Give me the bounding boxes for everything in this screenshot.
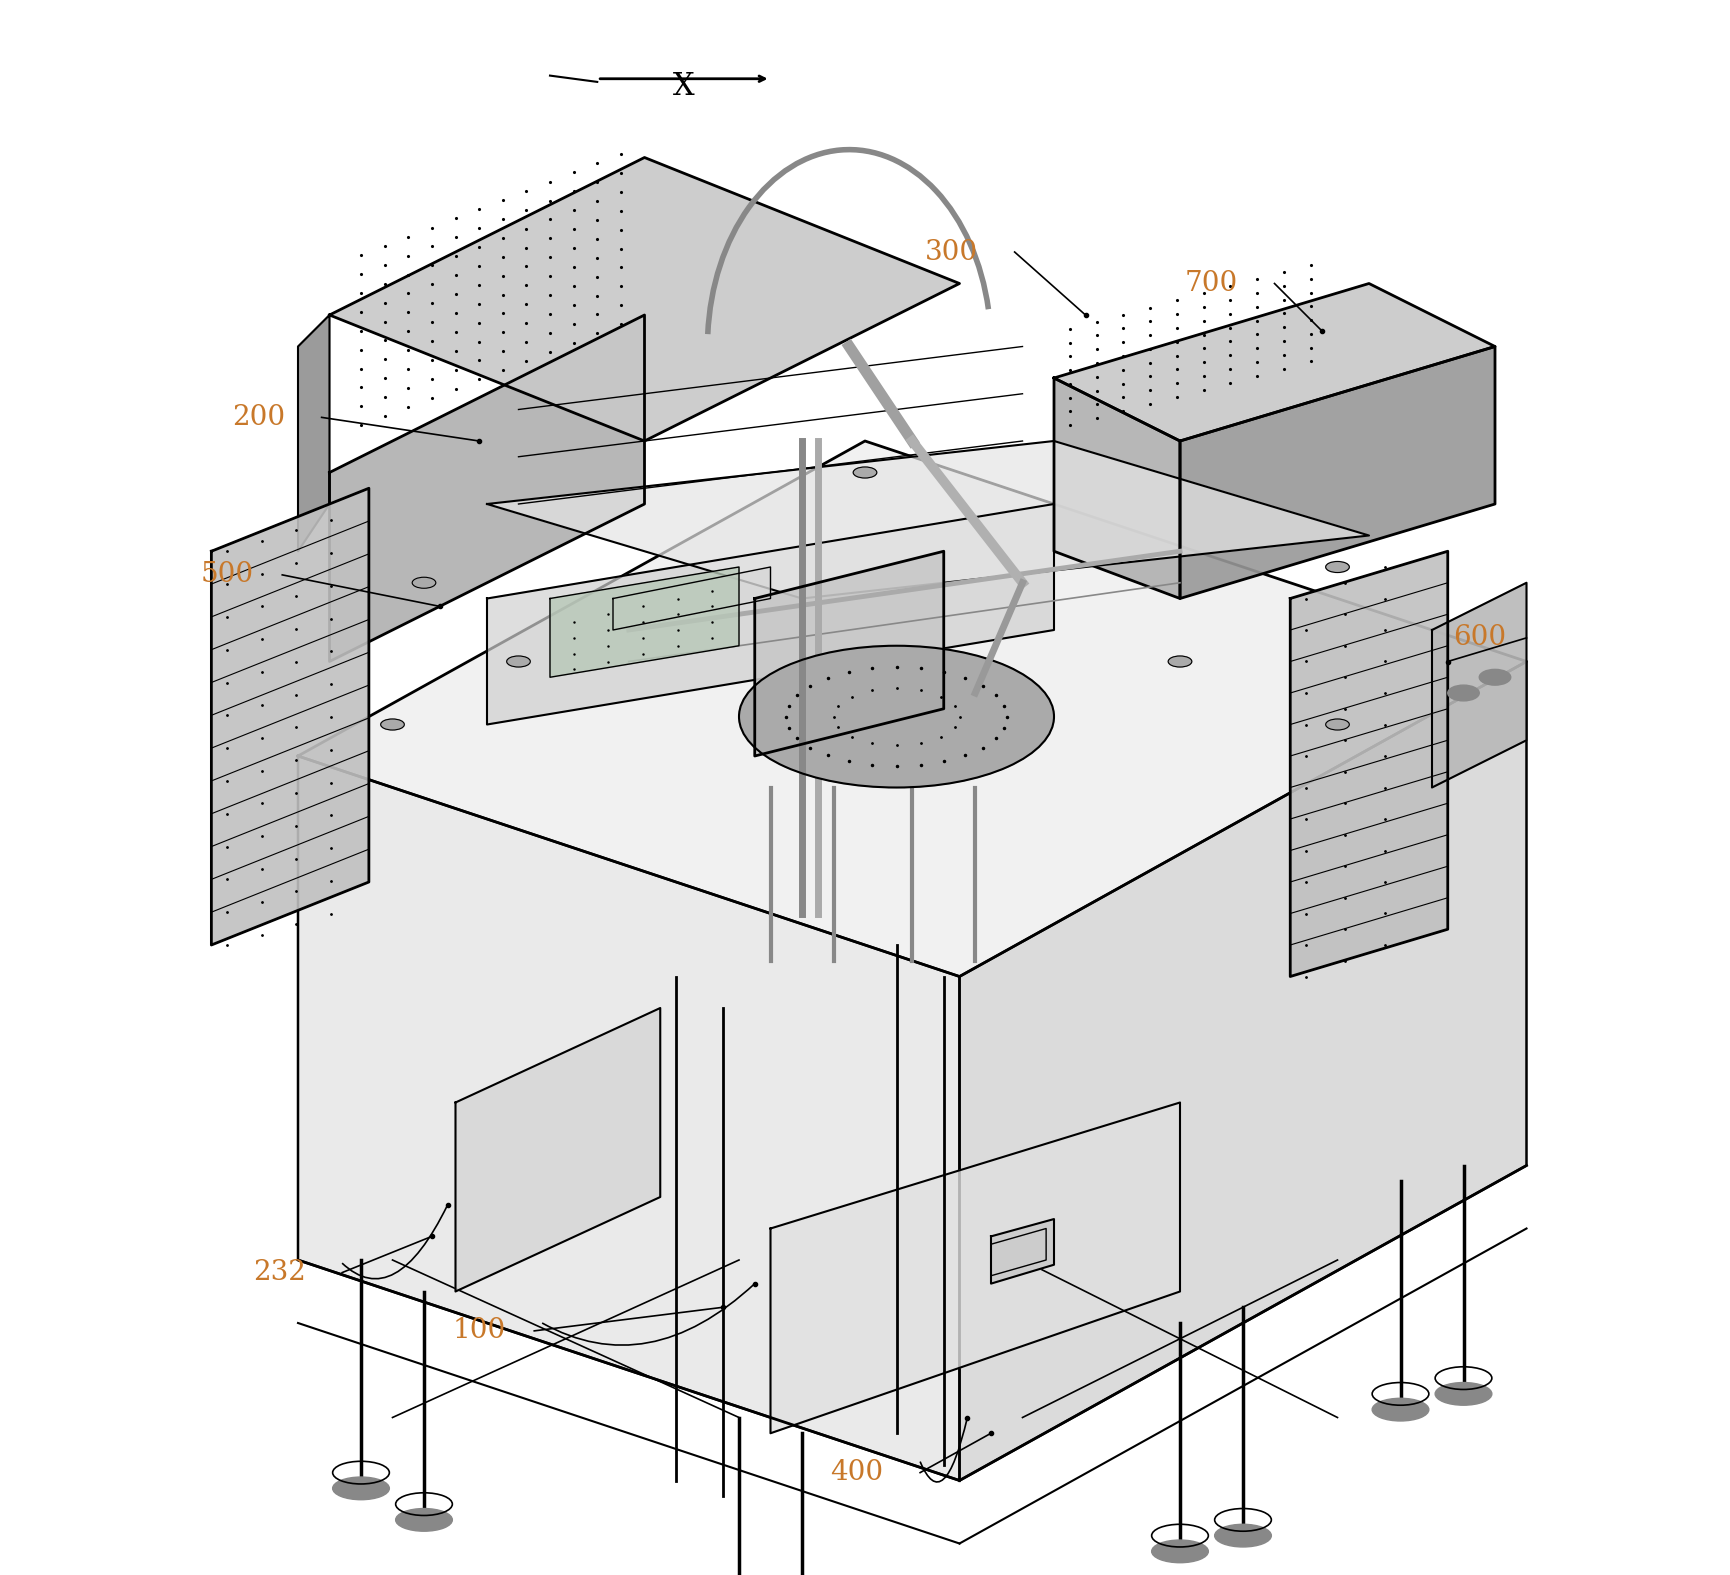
Polygon shape: [612, 567, 770, 630]
Polygon shape: [329, 315, 645, 662]
Text: 600: 600: [1453, 624, 1505, 652]
Ellipse shape: [739, 646, 1054, 788]
Polygon shape: [1054, 284, 1495, 441]
Polygon shape: [1432, 583, 1526, 788]
Text: 700: 700: [1185, 269, 1239, 298]
Text: 300: 300: [926, 238, 977, 266]
Polygon shape: [550, 567, 739, 677]
Polygon shape: [298, 756, 960, 1480]
Ellipse shape: [1448, 685, 1479, 701]
Polygon shape: [298, 315, 329, 551]
Polygon shape: [1291, 551, 1448, 976]
Polygon shape: [211, 488, 368, 945]
Polygon shape: [329, 158, 960, 441]
Text: 232: 232: [253, 1258, 306, 1287]
Ellipse shape: [1479, 669, 1510, 685]
Polygon shape: [488, 441, 1368, 598]
Polygon shape: [770, 1102, 1180, 1433]
Text: X: X: [673, 71, 695, 102]
Ellipse shape: [381, 718, 405, 731]
Polygon shape: [298, 441, 1526, 976]
Ellipse shape: [396, 1509, 452, 1531]
Ellipse shape: [1325, 718, 1349, 731]
Ellipse shape: [1168, 657, 1192, 668]
Text: 500: 500: [201, 561, 254, 589]
Ellipse shape: [412, 576, 436, 589]
Text: 200: 200: [232, 403, 285, 432]
Polygon shape: [991, 1219, 1054, 1284]
Text: 400: 400: [830, 1458, 884, 1487]
Polygon shape: [1054, 378, 1180, 598]
Ellipse shape: [1152, 1540, 1208, 1562]
Ellipse shape: [1436, 1383, 1491, 1405]
Text: 100: 100: [453, 1317, 505, 1345]
Polygon shape: [488, 504, 1054, 724]
Polygon shape: [1180, 346, 1495, 598]
Ellipse shape: [1214, 1525, 1272, 1547]
Polygon shape: [960, 662, 1526, 1480]
Ellipse shape: [332, 1477, 389, 1499]
Polygon shape: [455, 1008, 661, 1292]
Ellipse shape: [1372, 1399, 1429, 1421]
Ellipse shape: [507, 657, 531, 668]
Polygon shape: [754, 551, 945, 756]
Ellipse shape: [1325, 561, 1349, 573]
Ellipse shape: [853, 466, 877, 479]
